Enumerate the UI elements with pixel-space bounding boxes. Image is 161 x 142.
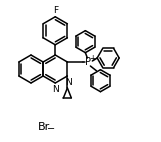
- Text: P: P: [85, 57, 91, 67]
- Text: N: N: [52, 85, 59, 94]
- Text: F: F: [53, 6, 58, 15]
- Text: Br: Br: [38, 122, 50, 132]
- Text: +: +: [90, 54, 96, 62]
- Text: −: −: [47, 124, 55, 134]
- Text: N: N: [65, 78, 72, 86]
